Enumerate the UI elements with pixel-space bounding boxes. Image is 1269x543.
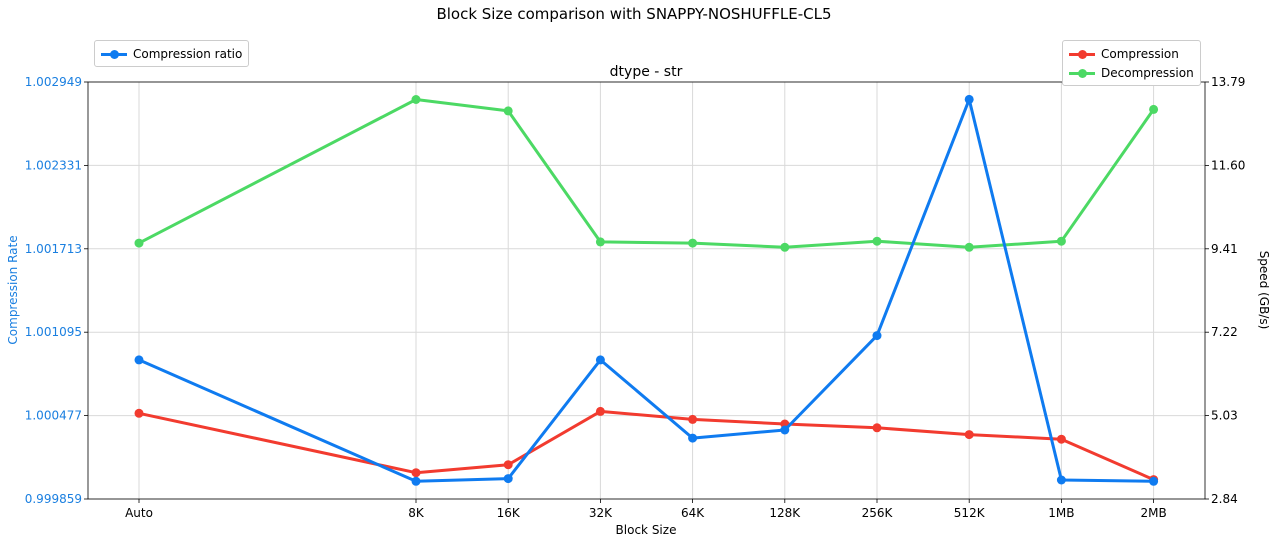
- data-point-compression-ratio: [872, 331, 882, 341]
- data-point-compression-ratio: [411, 476, 421, 486]
- data-point-decompression: [964, 242, 974, 252]
- legend-item-compression: Compression: [1069, 44, 1194, 63]
- tick-label-x: 512K: [954, 506, 986, 520]
- y-axis-title-right: Speed (GB/s): [1257, 251, 1269, 330]
- tick-label-x: 16K: [497, 506, 521, 520]
- tick-label-x: 256K: [862, 506, 894, 520]
- legend-right: Compression Decompression: [1062, 40, 1201, 86]
- data-point-compression-ratio: [595, 355, 605, 365]
- x-axis-title: Block Size: [616, 523, 677, 537]
- data-point-compression-ratio: [134, 355, 144, 365]
- tick-label-x: 1MB: [1048, 506, 1074, 520]
- data-point-decompression: [503, 106, 513, 116]
- legend-label: Compression ratio: [133, 46, 243, 61]
- y-axis-title-left: Compression Rate: [6, 235, 20, 344]
- tick-label-x: 64K: [681, 506, 705, 520]
- tick-label-left: 1.001713: [25, 242, 82, 256]
- tick-label-left: 1.000477: [25, 409, 82, 423]
- tick-label-x: 32K: [589, 506, 613, 520]
- data-point-decompression: [595, 237, 605, 247]
- tick-label-right: 9.41: [1211, 242, 1238, 256]
- tick-label-right: 11.60: [1211, 158, 1245, 172]
- tick-label-x: Auto: [125, 506, 153, 520]
- chart-title: dtype - str: [610, 64, 683, 80]
- tick-label-x: 128K: [769, 506, 801, 520]
- legend-swatch-compression-ratio: [101, 48, 127, 60]
- legend-swatch-compression: [1069, 48, 1095, 60]
- legend-left: Compression ratio: [94, 40, 250, 67]
- series-line-compression-ratio: [138, 97, 1154, 483]
- grid: [88, 81, 1205, 500]
- data-point-compression-ratio: [503, 474, 513, 484]
- data-point-decompression: [1056, 236, 1066, 246]
- right-axis-ticks: 2.84 5.03 7.22 9.41 11.60 13.79: [1205, 75, 1245, 506]
- data-point-compression-ratio: [1149, 476, 1159, 486]
- series-line-compression: [138, 409, 1155, 481]
- data-point-compression-ratio: [688, 433, 698, 443]
- legend-label: Decompression: [1101, 65, 1194, 80]
- data-point-compression: [134, 408, 144, 418]
- tick-label-x: 2MB: [1140, 506, 1166, 520]
- data-point-compression: [1056, 434, 1066, 444]
- legend-item-compression-ratio: Compression ratio: [101, 44, 242, 63]
- tick-label-x: 8K: [408, 506, 425, 520]
- tick-label-right: 5.03: [1211, 409, 1238, 423]
- data-point-compression: [411, 468, 421, 478]
- tick-label-left: 0.999859: [25, 492, 82, 506]
- data-point-compression: [595, 406, 605, 416]
- data-point-decompression: [411, 95, 421, 104]
- tick-label-right: 7.22: [1211, 325, 1238, 339]
- left-axis-ticks: 0.999859 1.000477 1.001095 1.001713 1.002331…: [25, 75, 88, 506]
- data-point-decompression: [688, 238, 698, 248]
- data-point-decompression: [872, 236, 882, 246]
- legend-swatch-decompression: [1069, 67, 1095, 79]
- data-point-compression-ratio: [780, 425, 790, 435]
- plot-frame: [87, 81, 1206, 500]
- data-point-compression: [503, 460, 513, 470]
- tick-label-right: 13.79: [1211, 75, 1245, 89]
- data-point-compression-ratio: [964, 94, 974, 104]
- series-layer: [134, 94, 1159, 486]
- tick-label-left: 1.002331: [25, 158, 82, 172]
- x-axis-ticks: Auto 8K 16K 32K 64K 128K 256K 512K 1MB 2MB: [125, 499, 1167, 520]
- legend-item-decompression: Decompression: [1069, 63, 1194, 82]
- data-point-compression: [872, 423, 882, 433]
- tick-label-right: 2.84: [1211, 492, 1238, 506]
- data-point-decompression: [1149, 104, 1159, 114]
- data-point-decompression: [780, 242, 790, 252]
- data-point-compression: [688, 414, 698, 424]
- series-line-decompression: [138, 98, 1155, 249]
- legend-label: Compression: [1101, 46, 1179, 61]
- data-point-decompression: [134, 238, 144, 248]
- data-point-compression: [964, 430, 974, 440]
- tick-label-left: 1.002949: [25, 75, 82, 89]
- tick-label-left: 1.001095: [25, 325, 82, 339]
- chart-suptitle: Block Size comparison with SNAPPY-NOSHUF…: [436, 5, 831, 23]
- data-point-compression-ratio: [1056, 475, 1066, 485]
